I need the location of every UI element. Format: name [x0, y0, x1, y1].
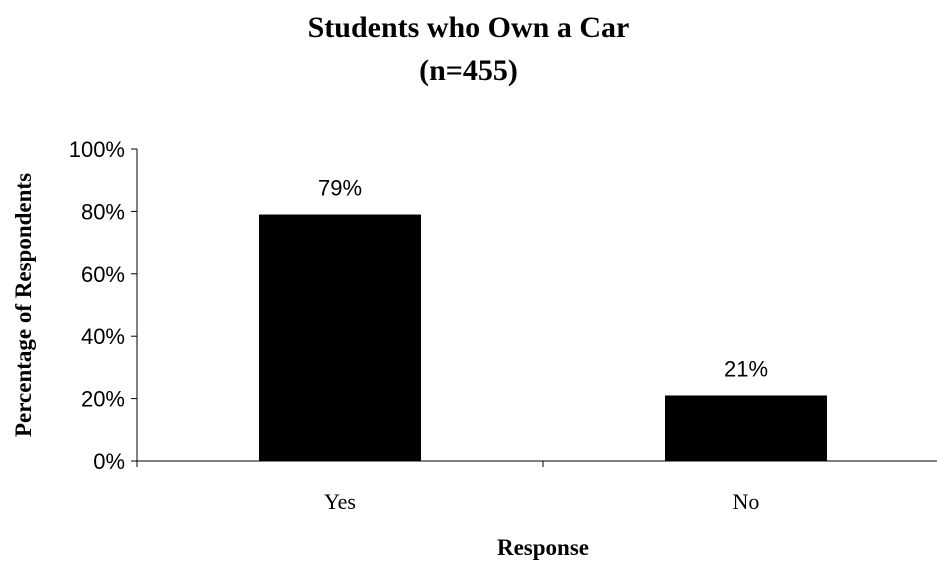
- category-label: Yes: [324, 489, 356, 514]
- category-label: No: [733, 489, 760, 514]
- x-axis-title: Response: [497, 535, 589, 560]
- data-label: 21%: [724, 356, 768, 381]
- bar-yes: [259, 214, 421, 461]
- bars: [259, 214, 827, 461]
- chart-title: Students who Own a Car: [307, 11, 630, 44]
- bar-no: [665, 395, 827, 461]
- y-tick-label: 60%: [81, 262, 125, 287]
- y-tick-label: 100%: [69, 137, 125, 162]
- axes: 0% 20% 40% 60% 80% 100%: [69, 137, 937, 474]
- labels: 79% Yes 21% No: [318, 176, 768, 514]
- y-tick-label: 40%: [81, 324, 125, 349]
- data-label: 79%: [318, 176, 362, 201]
- y-tick-label: 20%: [81, 387, 125, 412]
- chart-subtitle: (n=455): [419, 54, 518, 87]
- y-tick-label: 80%: [81, 199, 125, 224]
- y-tick-label: 0%: [93, 449, 125, 474]
- y-axis-title: Percentage of Respondents: [11, 173, 36, 437]
